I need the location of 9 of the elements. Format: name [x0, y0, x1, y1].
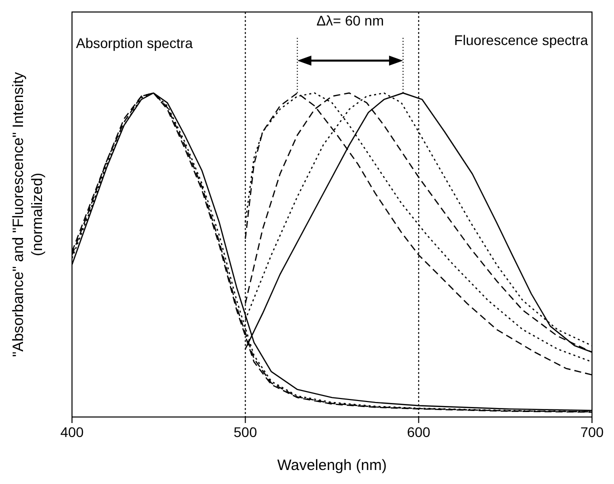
x-axis-title: Wavelengh (nm) — [277, 457, 387, 474]
x-tick-label: 600 — [406, 424, 431, 440]
x-tick-label: 400 — [60, 424, 84, 440]
x-tick-label: 500 — [234, 424, 258, 440]
y-axis-title: "Absorbance" and "Fluorescence" Intensity (normalized) — [10, 72, 46, 357]
text: Δλ= 60 nm — [316, 12, 384, 28]
text: Absorption spectra — [76, 35, 193, 52]
x-tick-label: 700 — [580, 424, 604, 440]
text: Fluorescence spectra — [454, 32, 588, 48]
